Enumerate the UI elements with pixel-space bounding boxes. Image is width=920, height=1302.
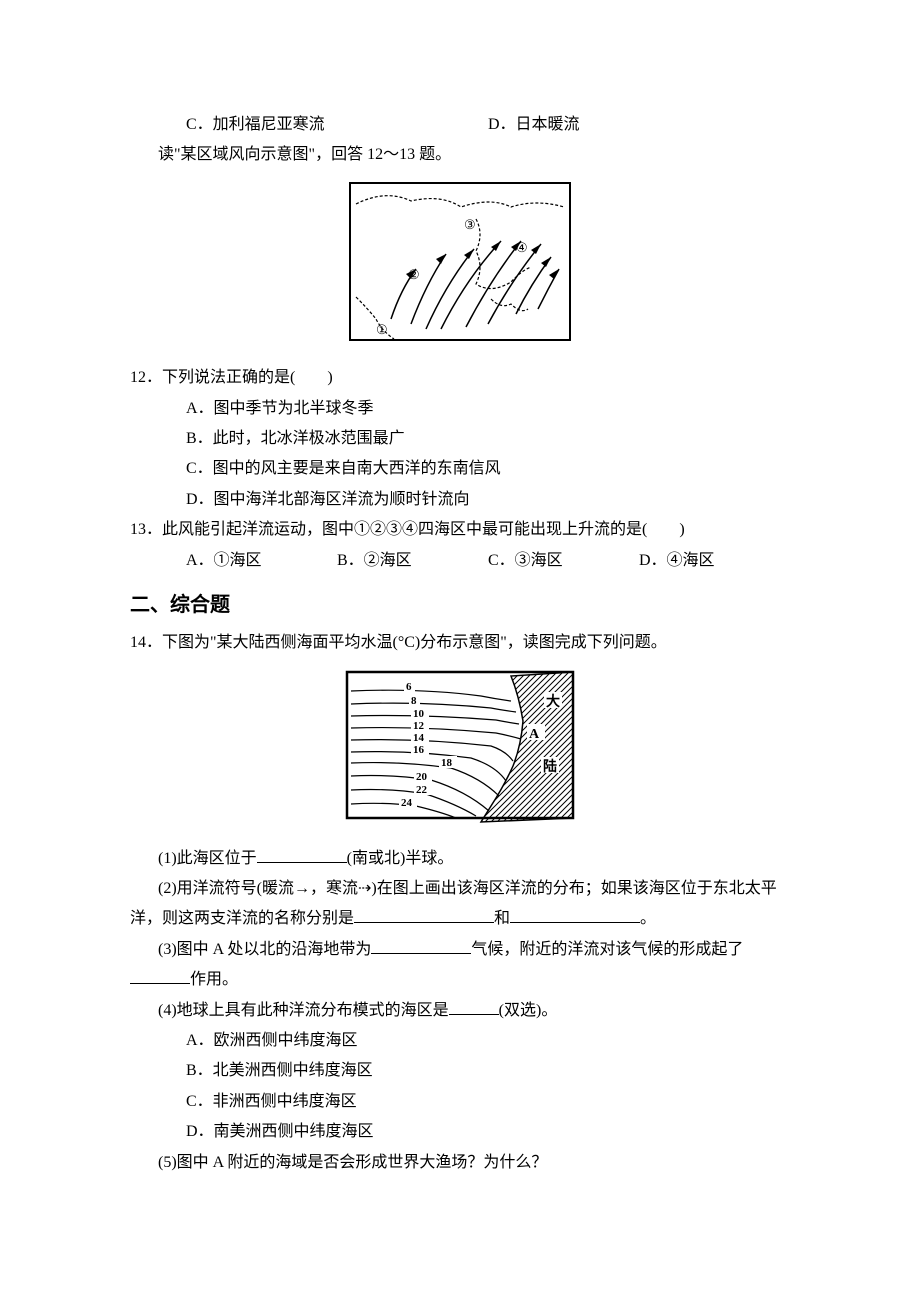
q14-option-b: B．北美洲西侧中纬度海区 (130, 1056, 790, 1086)
q14-stem: 14．下图为"某大陆西侧海面平均水温(°C)分布示意图"，读图完成下列问题。 (130, 628, 790, 658)
q14-p5: (5)图中 A 附近的海域是否会形成世界大渔场？为什么？ (130, 1148, 790, 1178)
q13-options: A．①海区 B．②海区 C．③海区 D．④海区 (130, 546, 790, 576)
q11-options-cd: C．加利福尼亚寒流 D．日本暖流 (130, 110, 790, 140)
blank-current1[interactable] (354, 906, 494, 923)
figure-wind-map: ① ② ③ ④ (130, 179, 790, 355)
q14-p3: (3)图中 A 处以北的沿海地带为 气候，附近的洋流对该气候的形成起了作用。 (130, 935, 790, 996)
q12-option-a: A．图中季节为北半球冬季 (130, 394, 790, 424)
q14-option-a: A．欧洲西侧中纬度海区 (130, 1026, 790, 1056)
svg-text:14: 14 (413, 732, 425, 744)
q14-p4b: (双选)。 (499, 1002, 558, 1019)
q13-option-c: C．③海区 (488, 546, 639, 576)
section-2-title: 二、综合题 (130, 586, 790, 624)
blank-region[interactable] (449, 998, 499, 1015)
q14-p1: (1)此海区位于 (南或北)半球。 (130, 844, 790, 874)
svg-text:④: ④ (516, 240, 528, 255)
sst-map-svg: 6 810121416 18 202224 大 A 陆 (341, 666, 579, 824)
blank-hemisphere[interactable] (257, 846, 347, 863)
q12-option-d: D．图中海洋北部海区洋流为顺时针流向 (130, 485, 790, 515)
svg-text:陆: 陆 (543, 759, 557, 775)
q14-p3c: 作用。 (190, 971, 238, 988)
q14-p1a: (1)此海区位于 (158, 850, 257, 867)
svg-text:②: ② (408, 267, 420, 282)
q14-p2b: 和 (494, 910, 510, 927)
svg-text:大: 大 (546, 693, 560, 710)
wind-map-svg: ① ② ③ ④ (346, 179, 574, 344)
q11-option-c: C．加利福尼亚寒流 (186, 110, 488, 140)
q13-stem: 13．此风能引起洋流运动，图中①②③④四海区中最可能出现上升流的是( ) (130, 515, 790, 545)
q14-p3a: (3)图中 A 处以北的沿海地带为 (158, 941, 371, 958)
q11-option-d: D．日本暖流 (488, 110, 790, 140)
q14-p3b: 气候，附近的洋流对该气候的形成起了 (471, 941, 743, 958)
svg-text:8: 8 (411, 695, 417, 707)
q14-p2: (2)用洋流符号(暖流→，寒流⇢)在图上画出该海区洋流的分布；如果该海区位于东北… (130, 874, 790, 935)
svg-text:10: 10 (413, 708, 425, 720)
q14-p4a: (4)地球上具有此种洋流分布模式的海区是 (158, 1002, 449, 1019)
q14-p2c: 。 (640, 910, 656, 927)
svg-text:18: 18 (441, 757, 453, 769)
q14-p1b: (南或北)半球。 (347, 850, 454, 867)
svg-text:12: 12 (413, 720, 425, 732)
svg-text:①: ① (376, 322, 388, 337)
svg-text:16: 16 (413, 744, 425, 756)
q12-option-c: C．图中的风主要是来自南大西洋的东南信风 (130, 454, 790, 484)
q14-option-c: C．非洲西侧中纬度海区 (130, 1087, 790, 1117)
svg-text:③: ③ (464, 217, 476, 232)
blank-effect[interactable] (130, 967, 190, 984)
q12-option-b: B．此时，北冰洋极冰范围最广 (130, 424, 790, 454)
blank-current2[interactable] (510, 906, 640, 923)
q13-option-a: A．①海区 (186, 546, 337, 576)
q13-option-d: D．④海区 (639, 546, 790, 576)
q14-option-d: D．南美洲西侧中纬度海区 (130, 1117, 790, 1147)
svg-text:24: 24 (401, 797, 413, 809)
svg-text:20: 20 (416, 771, 428, 783)
q14-p4: (4)地球上具有此种洋流分布模式的海区是 (双选)。 (130, 996, 790, 1026)
q13-option-b: B．②海区 (337, 546, 488, 576)
svg-text:A: A (529, 727, 540, 742)
blank-climate[interactable] (371, 937, 471, 954)
figure-sst-map: 6 810121416 18 202224 大 A 陆 (130, 666, 790, 835)
q12-stem: 12．下列说法正确的是( ) (130, 363, 790, 393)
svg-text:6: 6 (406, 681, 412, 693)
intro-12-13: 读"某区域风向示意图"，回答 12～13 题。 (130, 140, 790, 170)
svg-text:22: 22 (416, 784, 428, 796)
